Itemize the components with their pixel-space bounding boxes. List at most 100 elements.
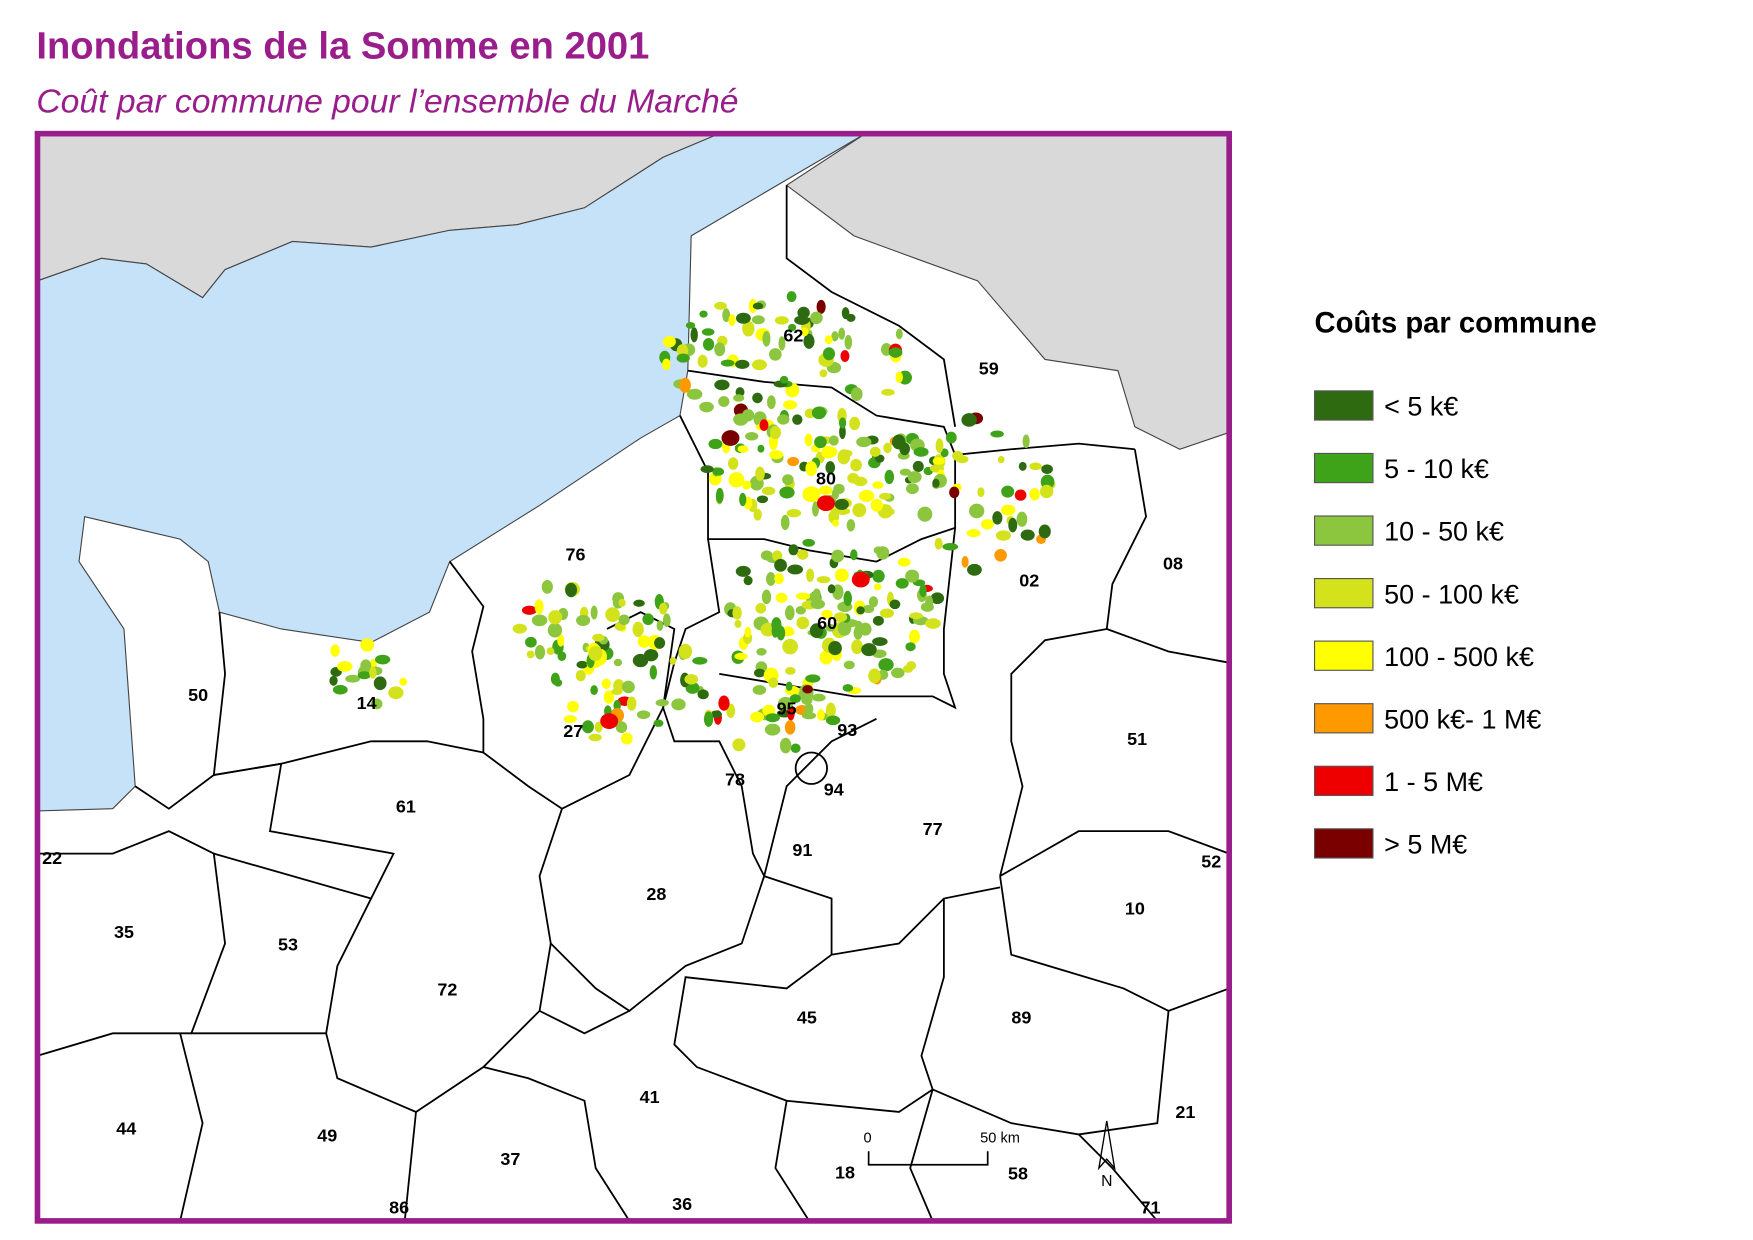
commune-patch <box>786 291 797 303</box>
commune-patch <box>872 569 885 583</box>
commune-patch <box>783 400 798 410</box>
commune-patch <box>753 508 762 521</box>
commune-patch <box>838 327 846 340</box>
commune-patch <box>772 550 783 562</box>
commune-patch <box>1001 485 1015 498</box>
commune-patch <box>846 313 856 322</box>
commune-patch <box>919 584 927 598</box>
commune-patch <box>756 495 769 504</box>
commune-patch <box>945 431 957 444</box>
commune-patch <box>899 442 910 456</box>
commune-patch <box>715 487 724 503</box>
commune-patch <box>605 607 620 623</box>
commune-patch <box>794 315 810 325</box>
department-label: 86 <box>389 1197 409 1217</box>
commune-patch <box>843 590 853 607</box>
commune-patch <box>600 713 619 729</box>
commune-patch <box>679 377 691 393</box>
commune-patch <box>576 660 588 669</box>
commune-patch <box>881 388 895 396</box>
legend-label: 5 - 10 k€ <box>1384 454 1489 484</box>
commune-patch <box>895 371 903 383</box>
commune-patch <box>856 436 872 448</box>
commune-patch <box>615 721 628 734</box>
commune-patch <box>907 471 922 483</box>
commune-patch <box>899 468 911 476</box>
commune-patch <box>942 543 959 551</box>
commune-patch <box>879 492 892 500</box>
department-label: 08 <box>1163 554 1183 574</box>
commune-patch <box>669 656 677 665</box>
commune-patch <box>788 323 797 332</box>
commune-patch <box>588 646 603 661</box>
commune-patch <box>557 651 567 661</box>
commune-patch <box>961 555 969 568</box>
commune-patch <box>812 501 819 517</box>
commune-patch <box>337 661 353 672</box>
commune-patch <box>742 320 755 337</box>
commune-patch <box>833 483 845 495</box>
commune-patch <box>637 635 651 648</box>
commune-patch <box>701 328 715 336</box>
commune-patch <box>795 592 811 600</box>
commune-patch <box>744 626 752 638</box>
department-label: 49 <box>317 1125 337 1145</box>
department-label: 71 <box>1141 1197 1161 1217</box>
commune-patch <box>714 342 726 357</box>
department-label: 94 <box>824 779 844 799</box>
commune-patch <box>765 713 780 723</box>
commune-patch <box>816 495 835 512</box>
commune-patch <box>370 698 383 710</box>
commune-patch <box>633 599 645 607</box>
commune-patch <box>906 661 917 671</box>
title: Inondations de la Somme en 2001 <box>36 24 649 67</box>
commune-patch <box>802 486 821 503</box>
commune-patch <box>708 438 723 450</box>
commune-patch <box>851 571 870 588</box>
commune-patch <box>875 454 885 463</box>
commune-patch <box>769 348 782 361</box>
commune-patch <box>692 656 708 665</box>
department-label: 91 <box>792 840 812 860</box>
department-label: 93 <box>837 720 857 740</box>
commune-patch <box>786 509 802 518</box>
commune-patch <box>819 369 828 378</box>
commune-patch <box>329 675 338 686</box>
borders <box>37 185 1230 1222</box>
department-label: 37 <box>500 1149 520 1169</box>
commune-patch <box>765 572 776 586</box>
commune-patch <box>735 359 750 369</box>
commune-patch <box>811 406 827 420</box>
commune-patch <box>534 599 544 615</box>
commune-patch <box>828 641 842 656</box>
commune-patch <box>330 644 340 657</box>
commune-patch <box>732 606 742 620</box>
commune-patch <box>961 413 977 427</box>
commune-patch <box>685 322 696 329</box>
commune-patches <box>329 291 1056 754</box>
commune-patch <box>563 715 577 723</box>
commune-patch <box>714 379 730 391</box>
commune-patch <box>782 638 798 655</box>
commune-patch <box>796 616 810 630</box>
commune-patch <box>868 596 879 608</box>
commune-patch <box>745 431 759 441</box>
commune-patch <box>613 658 623 667</box>
commune-patch <box>814 436 827 449</box>
commune-patch <box>734 620 742 628</box>
legend-label: < 5 k€ <box>1384 392 1458 422</box>
commune-patch <box>827 584 836 594</box>
commune-patch <box>824 335 833 345</box>
commune-patch <box>541 580 553 594</box>
commune-patch <box>662 358 671 371</box>
north-label: N <box>1101 1173 1112 1190</box>
legend-swatch <box>1313 703 1374 734</box>
commune-patch <box>825 461 836 474</box>
department-label: 78 <box>725 769 745 789</box>
legend-swatch <box>1313 765 1374 797</box>
commune-patch <box>995 530 1011 541</box>
commune-patch <box>980 519 994 530</box>
commune-patch <box>1038 524 1051 539</box>
commune-patch <box>1029 462 1042 471</box>
commune-patch <box>831 331 839 342</box>
